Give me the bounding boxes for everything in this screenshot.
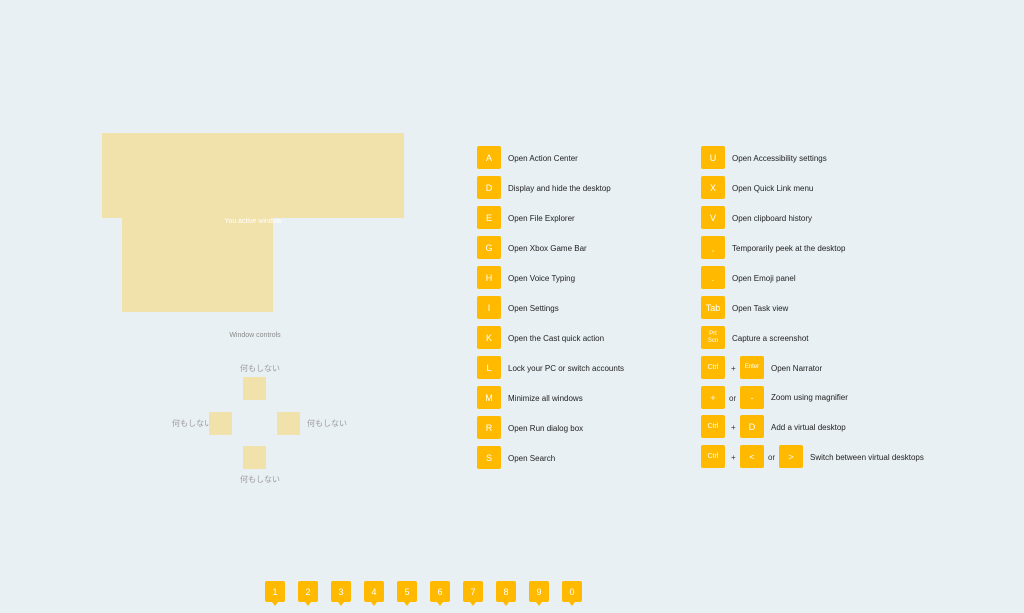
desktop-tab-1[interactable]: 1	[265, 581, 285, 606]
shortcut-desc: Temporarily peek at the desktop	[732, 244, 846, 253]
shortcut-desc: Open Quick Link menu	[732, 184, 814, 193]
desktop-tab-4[interactable]: 4	[364, 581, 384, 606]
shortcut-desc: Open Xbox Game Bar	[508, 244, 587, 253]
dpad-up-label: 何もしない	[240, 364, 280, 373]
desktop-tab-3[interactable]: 3	[331, 581, 351, 606]
shortcut-desc: Switch between virtual desktops	[810, 453, 924, 462]
key-period: .	[701, 266, 725, 289]
shortcut-desc: Zoom using magnifier	[771, 393, 848, 402]
key-a: A	[477, 146, 501, 169]
desktop-tab-8[interactable]: 8	[496, 581, 516, 606]
desktop-tab-2[interactable]: 2	[298, 581, 318, 606]
key-r: R	[477, 416, 501, 439]
key-g: G	[477, 236, 501, 259]
key-l: L	[477, 356, 501, 379]
dpad-down-button[interactable]	[243, 446, 266, 469]
shortcut-desc: Open Run dialog box	[508, 424, 584, 433]
dpad-right-button[interactable]	[277, 412, 300, 435]
shortcut-desc: Open Emoji panel	[732, 274, 796, 283]
shortcut-desc: Open Search	[508, 454, 556, 463]
shortcut-desc: Display and hide the desktop	[508, 184, 611, 193]
desktop-tab-9[interactable]: 9	[529, 581, 549, 606]
shortcut-desc: Open the Cast quick action	[508, 334, 605, 343]
desktop-tab-7[interactable]: 7	[463, 581, 483, 606]
dpad-left-label: 何もしない	[172, 419, 212, 428]
key-u: U	[701, 146, 725, 169]
key-d: D	[740, 415, 764, 438]
key-plus: +	[701, 386, 725, 409]
plus-operator: +	[731, 453, 736, 462]
key-d: D	[477, 176, 501, 199]
shortcut-desc: Lock your PC or switch accounts	[508, 364, 625, 373]
desktop-tab-5[interactable]: 5	[397, 581, 417, 606]
key-tab: Tab	[701, 296, 725, 319]
active-window-preview	[102, 133, 404, 218]
key-x: X	[701, 176, 725, 199]
shortcut-desc: Capture a screenshot	[732, 334, 809, 343]
shortcut-desc: Open clipboard history	[732, 214, 813, 223]
plus-operator: +	[731, 364, 736, 373]
active-window-label: You active window	[224, 218, 282, 225]
shortcut-desc: Open Voice Typing	[508, 274, 576, 283]
shortcut-desc: Open Settings	[508, 304, 559, 313]
or-operator: or	[768, 453, 776, 462]
dpad-down-label: 何もしない	[240, 475, 280, 484]
desktop-tab-6[interactable]: 6	[430, 581, 450, 606]
key-ctrl: Ctrl	[701, 445, 725, 468]
dpad-right-label: 何もしない	[307, 419, 347, 428]
key-h: H	[477, 266, 501, 289]
key-comma: ,	[701, 236, 725, 259]
dpad-up-button[interactable]	[243, 377, 266, 400]
key-right-arrow: >	[779, 445, 803, 468]
shortcut-desc: Open Action Center	[508, 154, 578, 163]
key-left-arrow: <	[740, 445, 764, 468]
key-enter: Enter	[740, 356, 764, 379]
key-s: S	[477, 446, 501, 469]
shortcut-desc: Open Narrator	[771, 364, 823, 373]
plus-operator: +	[731, 423, 736, 432]
active-window-preview-stem	[122, 218, 273, 312]
key-v: V	[701, 206, 725, 229]
shortcut-desc: Open Accessibility settings	[732, 154, 827, 163]
shortcut-desc: Open Task view	[732, 304, 789, 313]
key-i: I	[477, 296, 501, 319]
key-m: M	[477, 386, 501, 409]
key-k: K	[477, 326, 501, 349]
key-prtscn: Prt Scn	[701, 326, 725, 349]
dpad-left-button[interactable]	[209, 412, 232, 435]
key-minus: -	[740, 386, 764, 409]
key-ctrl: Ctrl	[701, 415, 725, 438]
key-e: E	[477, 206, 501, 229]
key-ctrl: Ctrl	[701, 356, 725, 379]
window-controls-title: Window controls	[229, 332, 281, 339]
shortcut-desc: Add a virtual desktop	[771, 423, 846, 432]
shortcut-desc: Minimize all windows	[508, 394, 583, 403]
or-operator: or	[729, 394, 737, 403]
shortcut-desc: Open File Explorer	[508, 214, 575, 223]
desktop-tab-0[interactable]: 0	[562, 581, 582, 606]
